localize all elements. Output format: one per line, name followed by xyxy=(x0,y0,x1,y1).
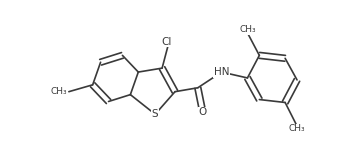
Text: CH₃: CH₃ xyxy=(50,87,67,96)
Text: HN: HN xyxy=(214,67,230,77)
Text: CH₃: CH₃ xyxy=(289,124,305,134)
Text: CH₃: CH₃ xyxy=(239,25,256,34)
Text: Cl: Cl xyxy=(161,37,171,47)
Text: S: S xyxy=(152,109,158,119)
Text: O: O xyxy=(199,107,207,117)
